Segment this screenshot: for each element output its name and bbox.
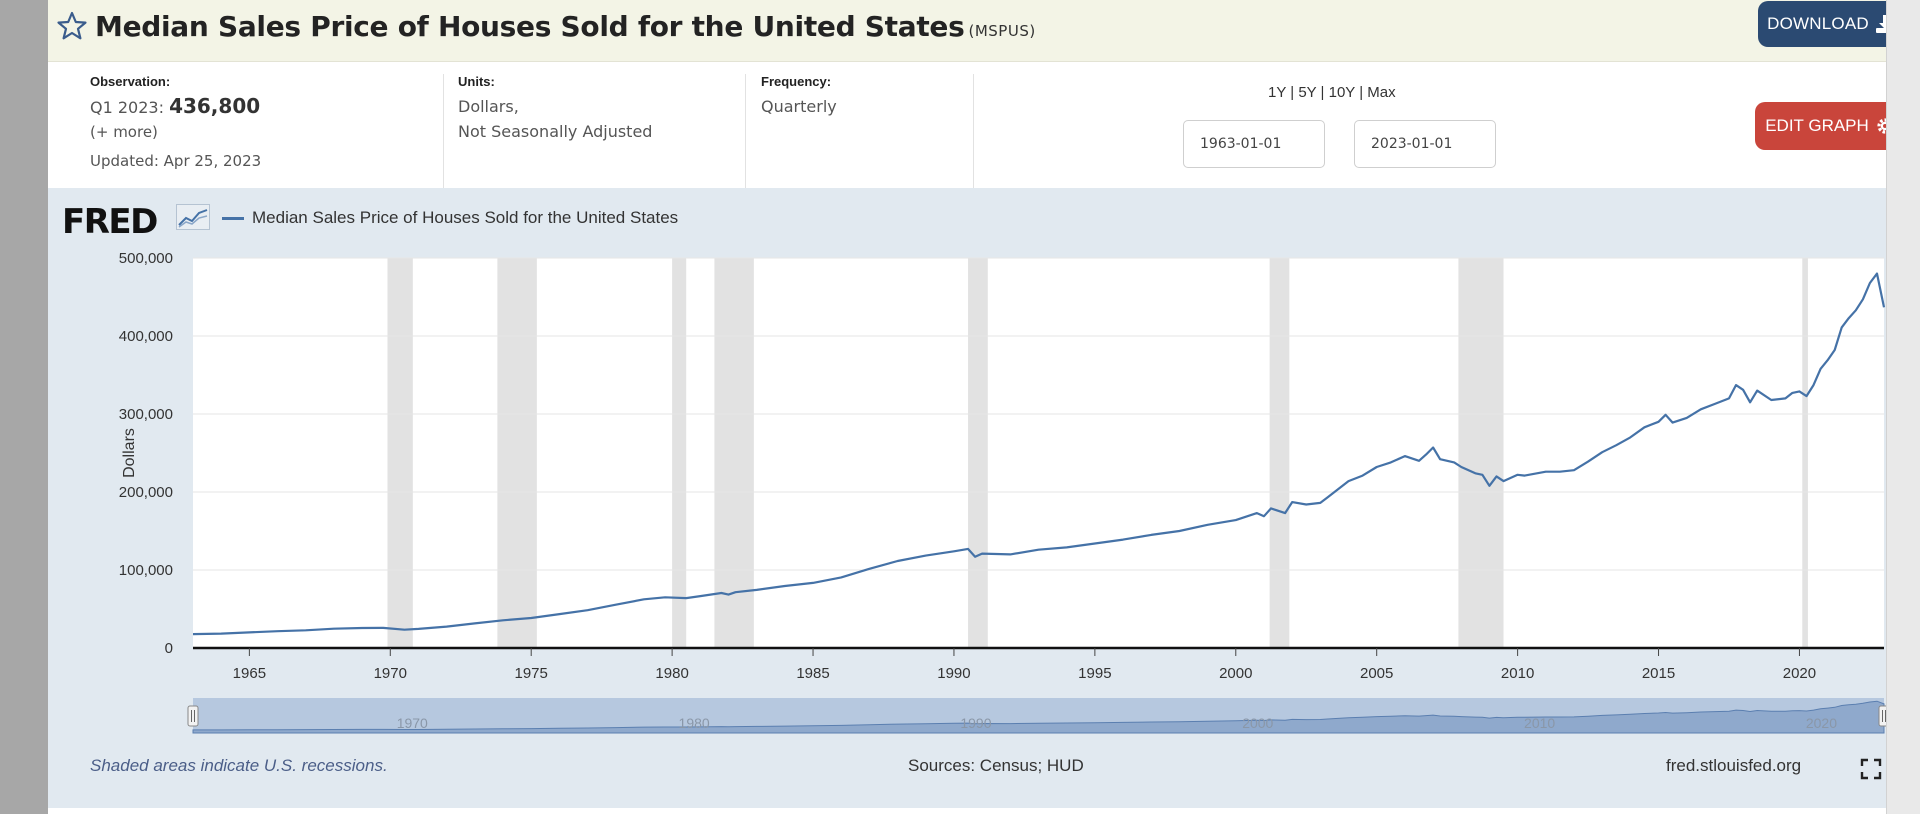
y-tick-label: 400,000 bbox=[119, 328, 173, 345]
frequency-block: Frequency: Quarterly bbox=[761, 74, 837, 119]
x-tick-label: 1995 bbox=[1078, 665, 1111, 682]
y-tick-label: 200,000 bbox=[119, 484, 173, 501]
units-line-2: Not Seasonally Adjusted bbox=[458, 122, 653, 141]
units-block: Units: Dollars, Not Seasonally Adjusted bbox=[458, 74, 652, 144]
navigator-handle-left[interactable] bbox=[187, 705, 199, 727]
x-tick-label: 1985 bbox=[796, 665, 829, 682]
divider bbox=[745, 74, 746, 188]
range-1y[interactable]: 1Y bbox=[1268, 84, 1287, 101]
navigator-tick-label: 1970 bbox=[397, 715, 428, 731]
updated-date: Updated: Apr 25, 2023 bbox=[90, 152, 262, 170]
legend-label[interactable]: Median Sales Price of Houses Sold for th… bbox=[252, 208, 679, 227]
navigator-tick-label: 1990 bbox=[960, 715, 991, 731]
observation-row: Q1 2023: 436,800 bbox=[90, 94, 261, 120]
expand-icon[interactable] bbox=[1860, 758, 1882, 780]
x-tick-label: 2005 bbox=[1360, 665, 1393, 682]
window-edge bbox=[1886, 0, 1920, 814]
recession-band bbox=[1269, 258, 1290, 648]
range-max[interactable]: Max bbox=[1367, 84, 1396, 101]
download-button[interactable]: DOWNLOAD bbox=[1758, 1, 1904, 47]
navigator-tick-label: 2020 bbox=[1806, 715, 1837, 731]
range-10y[interactable]: 10Y bbox=[1328, 84, 1356, 101]
x-tick-label: 2020 bbox=[1783, 665, 1816, 682]
navigator-tick-label: 1980 bbox=[679, 715, 710, 731]
recession-band bbox=[968, 258, 988, 648]
recession-band bbox=[1458, 258, 1504, 648]
x-tick-label: 1975 bbox=[515, 665, 548, 682]
recession-band bbox=[714, 258, 754, 648]
start-date-input[interactable]: 1963-01-01 bbox=[1183, 120, 1325, 168]
y-tick-label: 0 bbox=[165, 640, 173, 657]
series-title: Median Sales Price of Houses Sold for th… bbox=[95, 10, 965, 43]
plot-area bbox=[193, 258, 1884, 648]
page-title: Median Sales Price of Houses Sold for th… bbox=[95, 10, 1036, 43]
star-outline-icon[interactable] bbox=[56, 10, 88, 42]
edit-graph-label: EDIT GRAPH bbox=[1765, 116, 1869, 135]
observation-period: Q1 2023: bbox=[90, 98, 164, 117]
range-selector: 1Y | 5Y | 10Y | Max bbox=[1268, 84, 1396, 101]
x-tick-label: 1990 bbox=[937, 665, 970, 682]
y-tick-label: 100,000 bbox=[119, 562, 173, 579]
recession-note: Shaded areas indicate U.S. recessions. bbox=[90, 756, 388, 775]
recession-band bbox=[672, 258, 687, 648]
site-link[interactable]: fred.stlouisfed.org bbox=[1666, 756, 1802, 775]
units-line-1: Dollars, bbox=[458, 97, 519, 116]
navigator-tick-label: 2000 bbox=[1242, 715, 1273, 731]
units-label: Units: bbox=[458, 74, 495, 89]
divider bbox=[443, 74, 444, 188]
x-tick-label: 2010 bbox=[1501, 665, 1534, 682]
fred-logo: FRED bbox=[62, 202, 158, 242]
end-date-input[interactable]: 2023-01-01 bbox=[1354, 120, 1496, 168]
range-5y[interactable]: 5Y bbox=[1298, 84, 1317, 101]
x-tick-label: 1970 bbox=[374, 665, 407, 682]
series-id: (MSPUS) bbox=[968, 22, 1036, 40]
frequency-value: Quarterly bbox=[761, 97, 837, 116]
y-axis-label: Dollars bbox=[121, 428, 138, 478]
navigator-tick-label: 2010 bbox=[1524, 715, 1555, 731]
divider bbox=[973, 74, 974, 188]
recession-band bbox=[387, 258, 413, 648]
x-tick-label: 2000 bbox=[1219, 665, 1252, 682]
y-tick-label: 300,000 bbox=[119, 406, 173, 423]
observation-value: 436,800 bbox=[169, 94, 261, 118]
more-link[interactable]: (+ more) bbox=[90, 123, 158, 141]
recession-band bbox=[1802, 258, 1808, 648]
fred-graph-icon bbox=[176, 204, 210, 230]
series-line bbox=[192, 272, 1886, 636]
edit-graph-button[interactable]: EDIT GRAPH bbox=[1755, 102, 1905, 150]
observation-block: Observation: Q1 2023: 436,800 (+ more) U… bbox=[90, 74, 261, 174]
x-tick-label: 2015 bbox=[1642, 665, 1675, 682]
header-bar: Median Sales Price of Houses Sold for th… bbox=[48, 0, 1920, 62]
x-tick-label: 1965 bbox=[233, 665, 266, 682]
page: Median Sales Price of Houses Sold for th… bbox=[48, 0, 1920, 814]
frequency-label: Frequency: bbox=[761, 74, 832, 89]
chart-panel: FRED Median Sales Price of Houses Sold f… bbox=[48, 188, 1920, 808]
x-tick-label: 1980 bbox=[655, 665, 688, 682]
recession-band bbox=[497, 258, 537, 648]
line-chart[interactable]: 0 100,000 200,000 300,000 400,000 500,000 1965… bbox=[48, 188, 1920, 808]
y-tick-label: 500,000 bbox=[119, 250, 173, 267]
download-label: DOWNLOAD bbox=[1767, 14, 1869, 33]
navigator-series bbox=[192, 700, 1885, 734]
observation-label: Observation: bbox=[90, 74, 171, 89]
legend-swatch bbox=[222, 217, 244, 220]
sources-text: Sources: Census; HUD bbox=[908, 756, 1084, 775]
